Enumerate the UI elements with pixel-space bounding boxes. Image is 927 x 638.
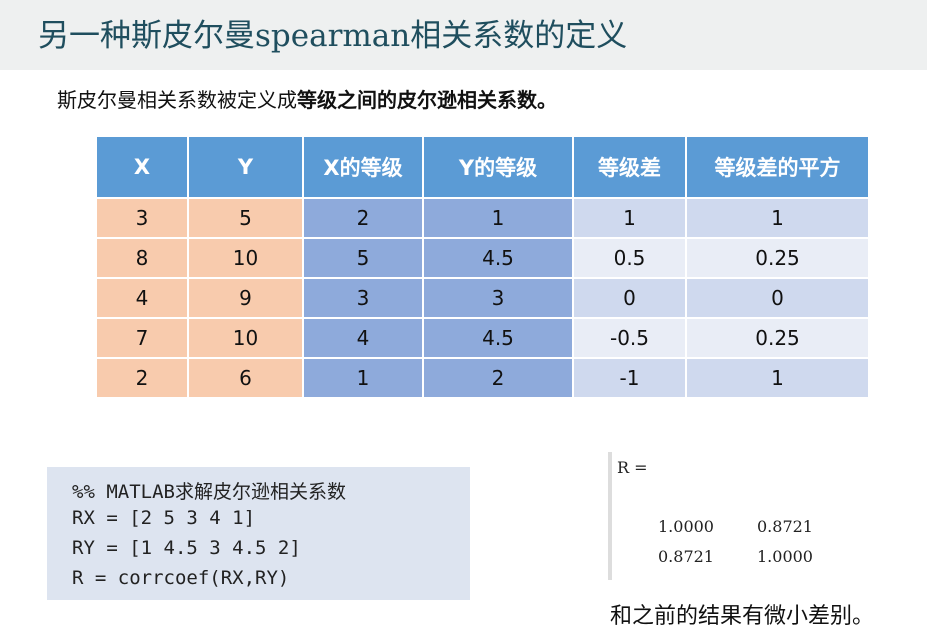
output-label: R = xyxy=(617,458,648,477)
table-cell: 2 xyxy=(422,357,574,399)
table-cell: 10 xyxy=(187,317,304,359)
code-line: RX = [2 5 3 4 1] xyxy=(72,507,256,529)
code-box xyxy=(47,467,470,600)
table-cell: 0.25 xyxy=(685,317,870,359)
table-body: 3 5 2 1 1 1 8 10 5 4.5 0.5 0.25 4 9 3 3 0 0 7 10 4 4.5 -0.5 0.2… xyxy=(95,197,870,399)
output-value: 1.0000 xyxy=(757,547,813,566)
code-line: R = corrcoef(RX,RY) xyxy=(72,567,290,589)
table-cell: 1 xyxy=(685,357,870,399)
output-rule xyxy=(608,452,612,580)
table-cell: 0 xyxy=(685,277,870,319)
table-row: 2 6 1 2 -1 1 xyxy=(95,357,870,399)
rank-table: X Y X的等级 Y的等级 等级差 等级差的平方 3 5 2 1 1 1 8 10 5 4.5 0.5 0.25… xyxy=(95,135,870,399)
column-header: Y xyxy=(187,135,304,199)
intro-text: 斯皮尔曼相关系数被定义成 xyxy=(57,88,297,112)
table-cell: 3 xyxy=(422,277,574,319)
column-header: X的等级 xyxy=(302,135,424,199)
table-cell: -0.5 xyxy=(572,317,687,359)
table-cell: -1 xyxy=(572,357,687,399)
table-cell: 2 xyxy=(95,357,189,399)
table-cell: 10 xyxy=(187,237,304,279)
table-cell: 3 xyxy=(95,197,189,239)
table-cell: 4 xyxy=(95,277,189,319)
table-row: 7 10 4 4.5 -0.5 0.25 xyxy=(95,317,870,359)
title-band xyxy=(0,0,927,70)
table-header: X Y X的等级 Y的等级 等级差 等级差的平方 xyxy=(95,135,870,199)
intro: 斯皮尔曼相关系数被定义成等级之间的皮尔逊相关系数。 xyxy=(57,84,557,113)
column-header: Y的等级 xyxy=(422,135,574,199)
column-header: 等级差的平方 xyxy=(685,135,870,199)
table-cell: 5 xyxy=(187,197,304,239)
table-cell: 1 xyxy=(572,197,687,239)
table-cell: 4.5 xyxy=(422,317,574,359)
table-cell: 6 xyxy=(187,357,304,399)
code-line: %% MATLAB求解皮尔逊相关系数 xyxy=(72,481,346,503)
conclusion: 和之前的结果有微小差别。 xyxy=(610,604,875,629)
output-value: 0.8721 xyxy=(757,517,813,536)
table-cell: 5 xyxy=(302,237,424,279)
intro-bold: 等级之间的皮尔逊相关系数。 xyxy=(297,88,557,112)
table-row: 8 10 5 4.5 0.5 0.25 xyxy=(95,237,870,279)
table-cell: 1 xyxy=(302,357,424,399)
table-cell: 0.25 xyxy=(685,237,870,279)
output-value: 0.8721 xyxy=(658,547,714,566)
table-cell: 9 xyxy=(187,277,304,319)
table-cell: 4 xyxy=(302,317,424,359)
table-cell: 1 xyxy=(685,197,870,239)
table-cell: 4.5 xyxy=(422,237,574,279)
table-cell: 3 xyxy=(302,277,424,319)
output-value: 1.0000 xyxy=(658,517,714,536)
table-cell: 1 xyxy=(422,197,574,239)
column-header: 等级差 xyxy=(572,135,687,199)
title: 另一种斯皮尔曼spearman相关系数的定义 xyxy=(38,18,628,54)
table-cell: 0.5 xyxy=(572,237,687,279)
code-line: RY = [1 4.5 3 4.5 2] xyxy=(72,537,301,559)
table-cell: 2 xyxy=(302,197,424,239)
table-cell: 0 xyxy=(572,277,687,319)
table-cell: 7 xyxy=(95,317,189,359)
column-header: X xyxy=(95,135,189,199)
table-cell: 8 xyxy=(95,237,189,279)
